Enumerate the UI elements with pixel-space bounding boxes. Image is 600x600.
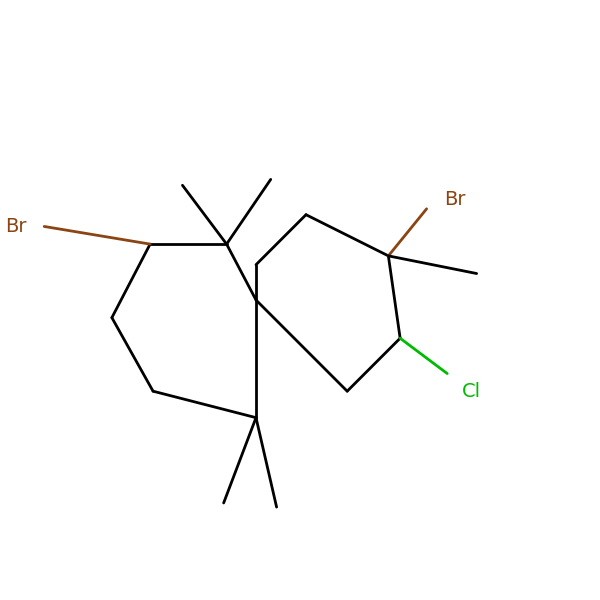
Text: Br: Br: [5, 217, 26, 236]
Text: Br: Br: [444, 190, 466, 209]
Text: Cl: Cl: [462, 382, 481, 401]
